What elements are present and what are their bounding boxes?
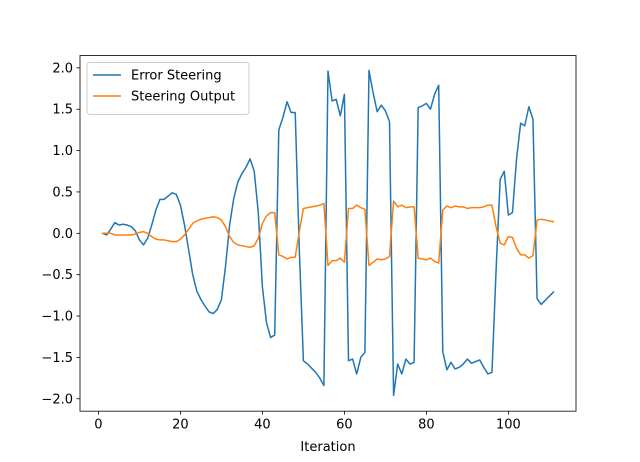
- y-tick-label: −1.5: [41, 351, 73, 366]
- series-line-0: [101, 69, 555, 397]
- x-tick-label: 40: [254, 418, 271, 433]
- y-tick-label: 2.0: [52, 61, 73, 76]
- x-tick-label: 0: [94, 418, 102, 433]
- x-tick-label: 20: [172, 418, 189, 433]
- x-tick-label: 100: [496, 418, 521, 433]
- y-tick-label: −0.5: [41, 268, 73, 283]
- legend-box: [86, 61, 250, 115]
- y-tick-label: −2.0: [41, 392, 73, 407]
- y-tick-label: 1.0: [52, 144, 73, 159]
- series-lines: [101, 69, 555, 397]
- legend-label-0: Error Steering: [131, 68, 222, 83]
- legend-label-1: Steering Output: [131, 89, 235, 104]
- legend: Error Steering Steering Output: [86, 61, 250, 115]
- x-tick-label: 60: [336, 418, 353, 433]
- y-axis-ticks: −2.0 −1.5 −1.0 −0.5 0.0 0.5 1.0 1.5 2.0: [41, 61, 80, 407]
- y-tick-label: −1.0: [41, 310, 73, 325]
- x-tick-label: 80: [418, 418, 435, 433]
- series-line-1: [101, 200, 555, 267]
- y-tick-label: 0.5: [52, 185, 73, 200]
- y-tick-label: 1.5: [52, 103, 73, 118]
- y-tick-label: 0.0: [52, 227, 73, 242]
- x-axis-label: Iteration: [300, 440, 355, 455]
- x-axis-ticks: 0 20 40 60 80 100: [94, 411, 521, 433]
